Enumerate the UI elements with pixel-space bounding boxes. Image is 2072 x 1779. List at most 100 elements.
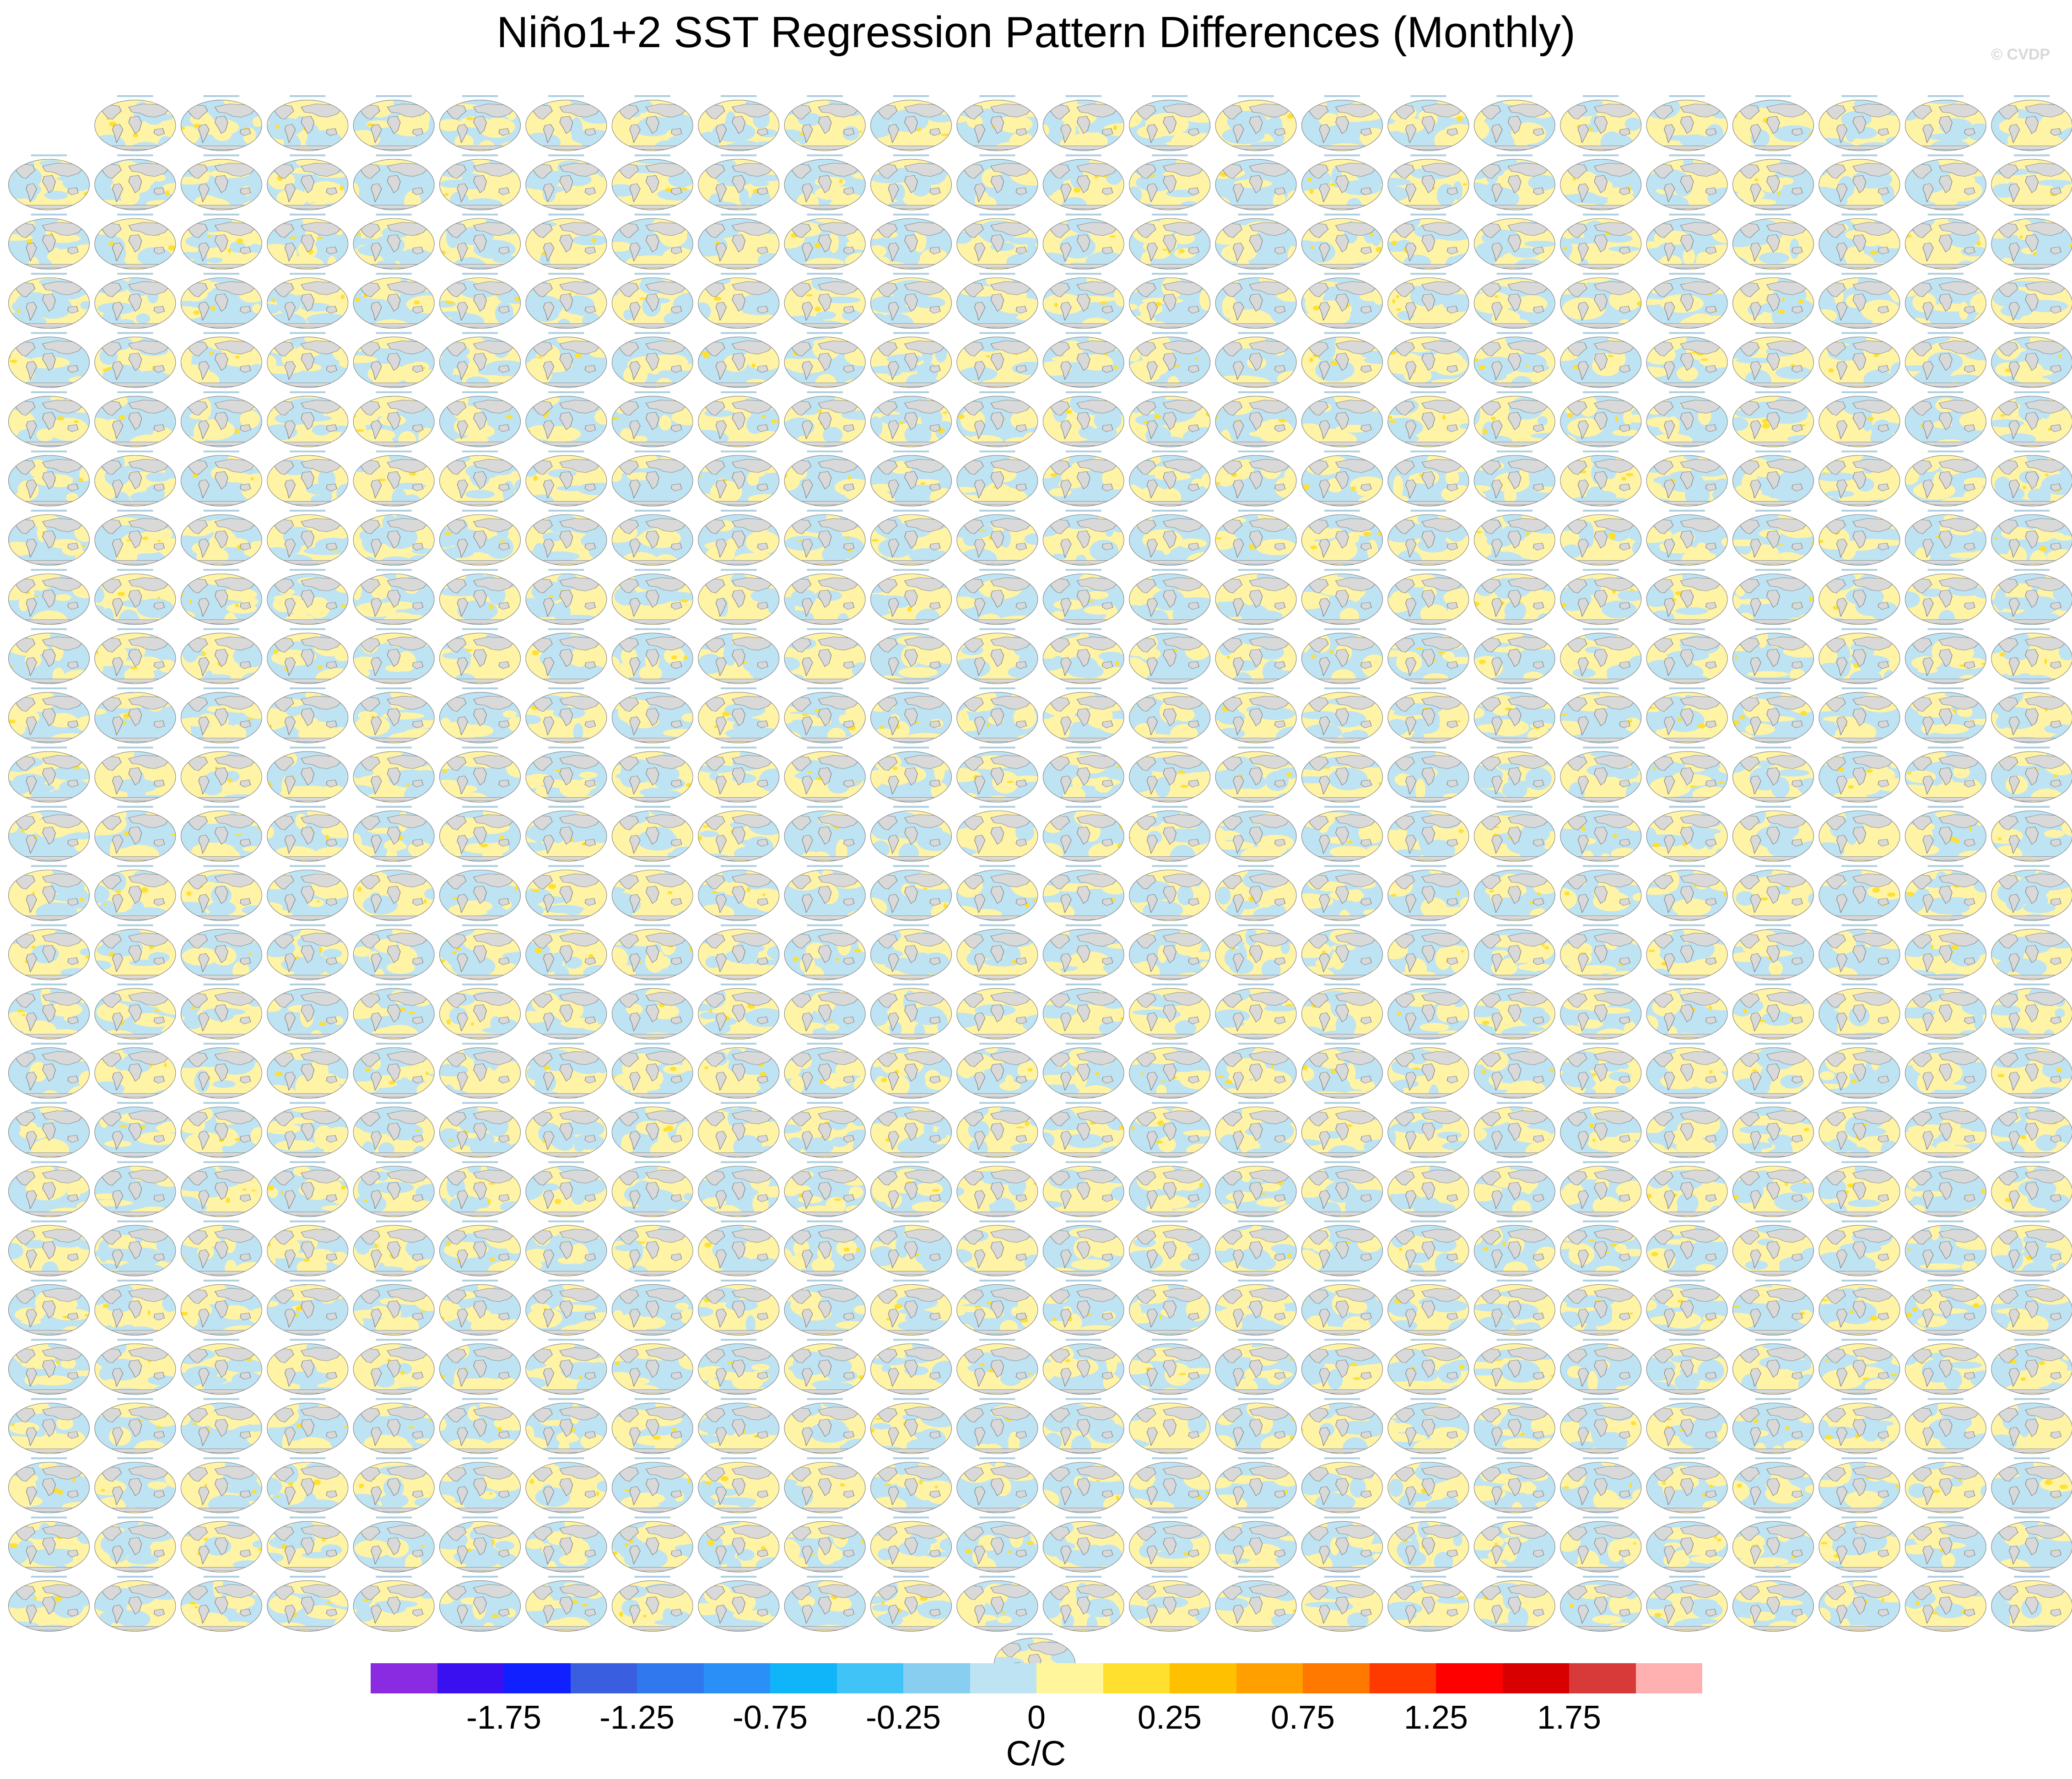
regression-map-panel: [8, 984, 90, 1039]
regression-map-panel: [1560, 213, 1642, 270]
panel-caption: [979, 391, 1015, 393]
panel-caption: [462, 1339, 498, 1341]
panel-caption: [1324, 1043, 1360, 1045]
panel-caption: [979, 213, 1015, 216]
colorbar-tick-label: 1.25: [1403, 1699, 1468, 1736]
regression-map-panel: [267, 687, 349, 743]
panel-caption: [1755, 391, 1791, 393]
regression-map-panel: [784, 332, 866, 388]
regression-map-panel: [1646, 1043, 1728, 1099]
panel-caption: [1324, 213, 1360, 216]
regression-map-panel: [1129, 1457, 1211, 1514]
panel-caption: [1755, 1516, 1791, 1519]
panel-caption: [1152, 806, 1188, 808]
panel-caption: [462, 687, 498, 689]
panel-caption: [1927, 391, 1964, 393]
regression-map-panel: [784, 391, 866, 447]
panel-caption: [1927, 1516, 1964, 1519]
panel-caption: [117, 509, 153, 512]
panel-caption: [1065, 628, 1101, 630]
regression-map-panel: [8, 1398, 90, 1454]
regression-map-panel: [1991, 95, 2072, 151]
panel-caption: [1238, 687, 1274, 689]
panel-caption: [634, 1220, 670, 1222]
regression-map-panel: [1905, 924, 1986, 980]
panel-caption: [1755, 687, 1791, 689]
regression-map-panel: [1732, 1516, 1814, 1573]
panel-caption: [1496, 865, 1532, 867]
regression-map-panel: [1473, 806, 1555, 862]
panel-caption: [979, 984, 1015, 985]
panel-caption: [2014, 1398, 2050, 1400]
regression-map-panel: [1129, 806, 1211, 862]
regression-map-panel: [94, 924, 176, 980]
panel-caption: [2014, 95, 2050, 97]
regression-map-panel: [1387, 1516, 1469, 1573]
panel-caption: [2014, 1102, 2050, 1104]
regression-map-panel: [1560, 1220, 1642, 1276]
regression-map-panel: [1042, 1220, 1124, 1276]
regression-map-panel: [1301, 687, 1383, 743]
regression-map-panel: [1215, 746, 1297, 803]
panel-caption: [721, 213, 757, 216]
panel-caption: [290, 391, 326, 393]
panel-caption: [1841, 1102, 1878, 1104]
regression-map-panel: [1991, 1516, 2072, 1573]
regression-map-panel: [1129, 865, 1211, 921]
panel-caption: [807, 1161, 843, 1163]
regression-map-panel: [698, 1220, 780, 1276]
regression-map-panel: [1301, 1220, 1383, 1276]
panel-caption: [1324, 569, 1360, 571]
regression-map-panel: [180, 1576, 262, 1632]
panel-caption: [1324, 1161, 1360, 1163]
regression-map-panel: [1129, 628, 1211, 684]
regression-map-panel: [1042, 154, 1124, 211]
regression-map-panel: [525, 806, 607, 862]
panel-caption: [634, 391, 670, 393]
regression-map-panel: [1473, 273, 1555, 329]
panel-caption: [1841, 1398, 1878, 1400]
panel-caption: [31, 687, 67, 689]
panel-caption: [462, 95, 498, 97]
regression-map-panel: [1905, 95, 1986, 151]
regression-map-panel: [1732, 391, 1814, 447]
regression-map-panel: [611, 1457, 693, 1514]
regression-map-panel: [180, 1516, 262, 1573]
panel-caption: [1496, 273, 1532, 275]
panel-caption: [2014, 391, 2050, 393]
regression-map-panel: [1042, 628, 1124, 684]
panel-caption: [1583, 391, 1619, 393]
regression-map-panel: [870, 1339, 952, 1395]
colorbar-swatch: [836, 1663, 903, 1693]
regression-map-panel: [1905, 154, 1986, 211]
panel-caption: [548, 569, 584, 571]
regression-map-panel: [1818, 450, 1900, 507]
regression-map-panel: [611, 509, 693, 566]
panel-caption: [634, 509, 670, 512]
panel-caption: [1841, 1457, 1878, 1460]
panel-caption: [376, 687, 412, 689]
regression-map-panel: [611, 450, 693, 507]
regression-map-panel: [1646, 273, 1728, 329]
panel-caption: [31, 1576, 67, 1578]
panel-caption: [893, 332, 929, 334]
panel-caption: [290, 1398, 326, 1400]
regression-map-panel: [1042, 1516, 1124, 1573]
panel-caption: [548, 1102, 584, 1104]
panel-caption: [1755, 1457, 1791, 1460]
panel-caption: [1669, 154, 1705, 157]
panel-caption: [203, 1576, 239, 1578]
regression-map-panel: [1042, 332, 1124, 388]
regression-map-panel: [611, 1043, 693, 1099]
panel-caption: [1238, 628, 1274, 630]
regression-map-panel: [1301, 984, 1383, 1039]
panel-caption: [1065, 391, 1101, 393]
panel-caption: [290, 1339, 326, 1341]
panel-caption: [2014, 924, 2050, 926]
regression-map-panel: [1818, 213, 1900, 270]
regression-map-panel: [1818, 865, 1900, 921]
regression-map-panel: [1473, 1161, 1555, 1217]
panel-caption: [1927, 1457, 1964, 1460]
regression-map-panel: [1473, 865, 1555, 921]
regression-map-panel: [1732, 1043, 1814, 1099]
